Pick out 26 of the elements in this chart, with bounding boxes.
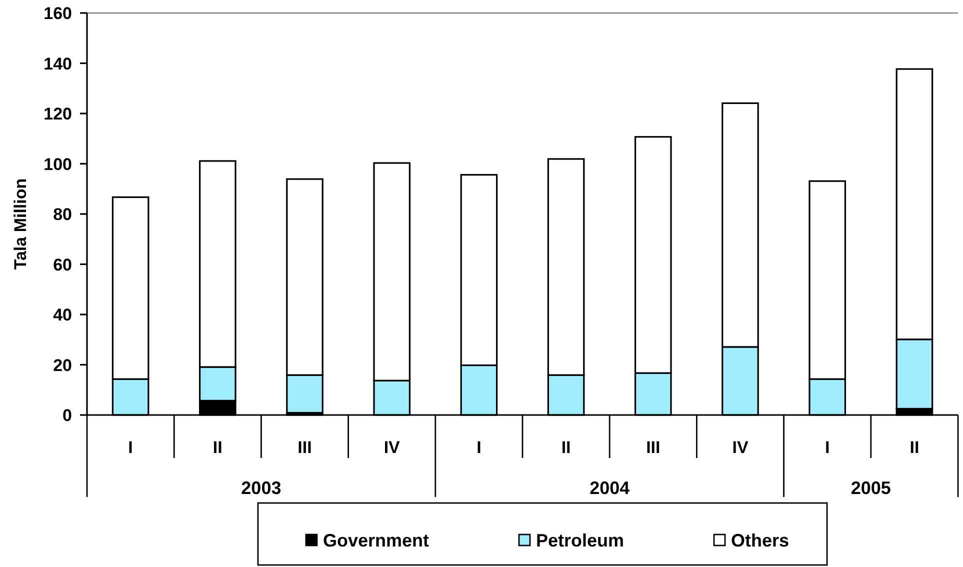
x-tick-label: IV	[732, 438, 749, 457]
y-tick-label: 100	[44, 154, 72, 174]
x-tick-label: II	[910, 438, 920, 457]
y-tick-label: 120	[44, 104, 72, 124]
x-tick-label: I	[128, 438, 133, 457]
y-tick-label: 160	[44, 4, 72, 23]
y-tick-label: 140	[44, 54, 72, 74]
text: 2004	[590, 478, 630, 498]
x-tick-label: III	[298, 438, 312, 457]
legend-label: Others	[731, 530, 790, 550]
y-tick-label: 40	[53, 306, 72, 324]
legend-label: Petroleum	[536, 530, 624, 550]
x-tick-label: I	[476, 438, 482, 457]
y-tick-label: 80	[53, 205, 72, 224]
x-tick-label: I	[824, 438, 830, 457]
x-tick-label: II	[561, 438, 571, 457]
text: 2005	[850, 478, 891, 498]
y-axis-title: Tala Million	[11, 178, 30, 270]
y-tick-label: 0	[62, 406, 72, 425]
x-tick-label: IV	[384, 438, 401, 457]
y-tick-label: 60	[53, 255, 72, 274]
legend-label: Government	[322, 530, 429, 550]
text: 2003	[241, 478, 282, 498]
y-tick-label: 20	[53, 356, 72, 375]
x-tick-label: II	[212, 438, 222, 457]
x-tick-label: III	[646, 438, 660, 457]
